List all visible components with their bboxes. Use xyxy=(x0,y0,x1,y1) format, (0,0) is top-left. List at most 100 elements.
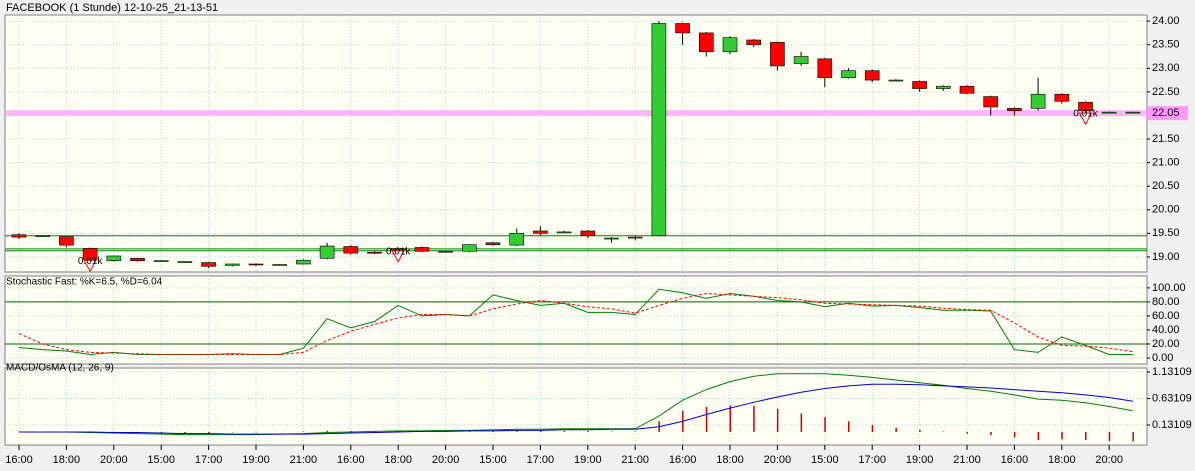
candle-body xyxy=(580,230,596,236)
x-tick-label: 16:00 xyxy=(1001,454,1029,466)
y-tick-label: 20.00 xyxy=(1152,204,1180,216)
x-tick-label: 20:00 xyxy=(100,454,128,466)
trade-label: 0.01k xyxy=(78,256,103,267)
y-tick-label: 19.00 xyxy=(1152,251,1180,263)
candle-body xyxy=(1125,111,1141,114)
histogram-bar xyxy=(255,431,257,433)
histogram-bar xyxy=(1108,431,1111,441)
x-tick-label: 19:00 xyxy=(242,454,270,466)
level-label-bg xyxy=(1148,106,1188,121)
candle-body xyxy=(485,242,501,245)
candle-body xyxy=(1101,111,1117,114)
panel-title: Stochastic Fast: %K=6.5, %D=6.04 xyxy=(6,277,163,288)
x-tick-label: 17:00 xyxy=(858,454,886,466)
x-tick-label: 19:00 xyxy=(906,454,934,466)
trade-marker xyxy=(391,250,406,263)
candle-body xyxy=(983,96,999,108)
histogram-bar xyxy=(492,430,494,432)
candle-body xyxy=(153,260,169,262)
candle-body xyxy=(11,234,27,238)
histogram-bar xyxy=(468,431,471,432)
candle-body xyxy=(627,236,643,239)
histogram-bar xyxy=(184,431,186,434)
level-band xyxy=(5,110,1147,117)
candle-body xyxy=(864,70,880,81)
candle-body xyxy=(35,235,51,237)
histogram-bar xyxy=(350,430,352,432)
y-tick-label: 21.50 xyxy=(1152,133,1180,145)
candle-body xyxy=(912,81,927,89)
histogram-bar xyxy=(539,430,542,432)
histogram-bar xyxy=(895,427,897,432)
histogram-bar xyxy=(800,413,803,432)
x-tick-label: 15:00 xyxy=(147,454,175,466)
series-line xyxy=(18,288,1133,356)
candle-body xyxy=(651,23,667,236)
histogram-bar xyxy=(990,431,992,436)
histogram-bar xyxy=(1132,431,1134,442)
candle-body xyxy=(82,248,98,260)
candle-body xyxy=(841,70,856,79)
histogram-bar xyxy=(611,431,613,432)
histogram-bar xyxy=(326,430,329,432)
y-tick-label: 40.00 xyxy=(1152,324,1180,336)
y-tick-label: 60.00 xyxy=(1152,310,1180,322)
level-label: 22.05 xyxy=(1152,107,1180,119)
candle-body xyxy=(770,42,785,67)
panel xyxy=(4,367,1148,446)
x-tick-label: 15:00 xyxy=(811,454,839,466)
x-tick-label: 18:00 xyxy=(384,454,412,466)
trade-label: 0.01k xyxy=(1073,109,1098,120)
histogram-bar xyxy=(824,417,826,432)
candle-body xyxy=(177,261,193,263)
histogram-bar xyxy=(705,407,708,432)
y-tick-label: 20.00 xyxy=(1152,338,1180,350)
candle-body xyxy=(248,263,264,266)
candle-body xyxy=(746,39,762,46)
y-tick-label: 19.50 xyxy=(1152,227,1180,239)
histogram-bar xyxy=(729,405,731,432)
y-tick-label: 0.00 xyxy=(1152,352,1173,364)
candle-body xyxy=(1054,93,1070,102)
x-tick-label: 17:00 xyxy=(527,454,555,466)
x-tick-label: 21:00 xyxy=(621,454,649,466)
histogram-bar xyxy=(871,425,874,432)
x-tick-label: 19:00 xyxy=(574,454,602,466)
y-tick-label: 24.00 xyxy=(1152,15,1180,27)
histogram-bar xyxy=(966,431,968,434)
x-tick-label: 21:00 xyxy=(953,454,981,466)
y-tick-label: 21.00 xyxy=(1152,157,1180,169)
x-tick-label: 20:00 xyxy=(432,454,460,466)
candle-body xyxy=(604,237,619,240)
series-line xyxy=(19,383,1133,435)
histogram-bar xyxy=(231,431,234,433)
x-tick-label: 18:00 xyxy=(53,454,81,466)
candle-body xyxy=(343,246,359,254)
histogram-bar xyxy=(1013,431,1016,438)
x-tick-label: 15:00 xyxy=(479,454,507,466)
panel xyxy=(4,14,1148,273)
histogram-bar xyxy=(776,408,779,432)
candle-body xyxy=(461,244,477,252)
histogram-bar xyxy=(1037,431,1040,440)
candle-body xyxy=(1078,101,1093,112)
candle-body xyxy=(414,247,430,252)
x-tick-label: 20:00 xyxy=(1095,454,1123,466)
candle-body xyxy=(438,250,453,253)
candle-body xyxy=(698,32,714,53)
x-tick-label: 21:00 xyxy=(290,454,318,466)
candle-body xyxy=(272,264,288,266)
candle-body xyxy=(509,233,525,246)
x-tick-label: 20:00 xyxy=(764,454,792,466)
candle-body xyxy=(793,56,809,64)
histogram-bar xyxy=(397,430,400,432)
histogram-bar xyxy=(302,431,305,432)
candle-body xyxy=(130,258,145,261)
y-tick-label: 23.00 xyxy=(1152,62,1180,74)
candle-body xyxy=(675,23,690,34)
candle-body xyxy=(556,231,572,234)
candle-body xyxy=(319,245,335,259)
candle-body xyxy=(1030,93,1046,109)
trade-marker xyxy=(1078,112,1093,126)
